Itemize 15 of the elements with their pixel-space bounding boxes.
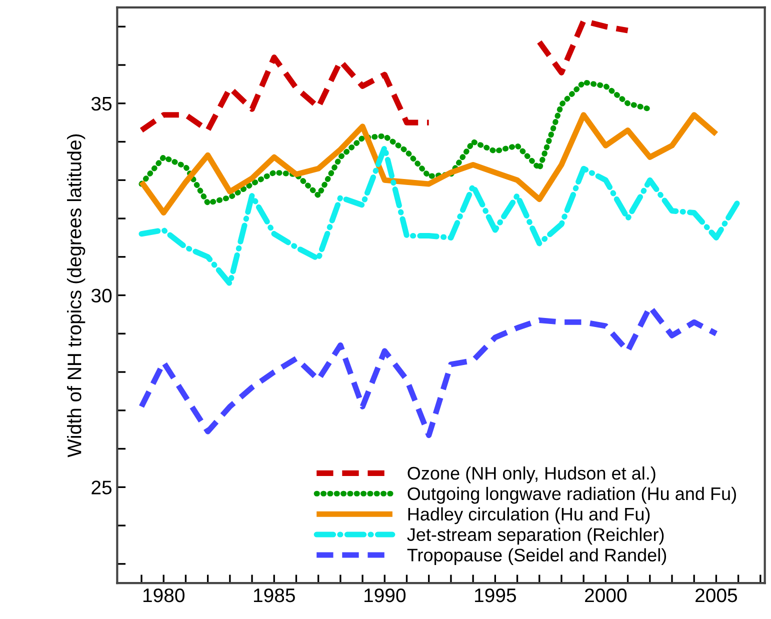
legend-label: Tropopause (Seidel and Randel)	[407, 548, 666, 566]
legend-label: Ozone (NH only, Hudson et al.)	[408, 466, 656, 484]
legend-label: Jet-stream separation (Reichler)	[407, 528, 664, 545]
legend-label: Hadley circulation (Hu and Fu)	[408, 507, 650, 524]
y-tick-label: 30	[91, 288, 112, 302]
y-tick-label: 25	[92, 480, 112, 494]
x-tick-label: 1990	[364, 588, 406, 602]
x-tick-label: 1980	[143, 588, 184, 602]
x-tick-label: 1995	[475, 588, 516, 602]
x-tick-label: 1985	[254, 588, 295, 602]
y-axis-title: Width of NH tropics (degrees latitude)	[67, 134, 86, 458]
y-tick-label: 35	[91, 96, 112, 111]
legend-label: Outgoing longwave radiation (Hu and Fu)	[408, 486, 736, 504]
x-tick-label: 2005	[696, 588, 738, 602]
x-tick-label: 2000	[585, 588, 627, 602]
